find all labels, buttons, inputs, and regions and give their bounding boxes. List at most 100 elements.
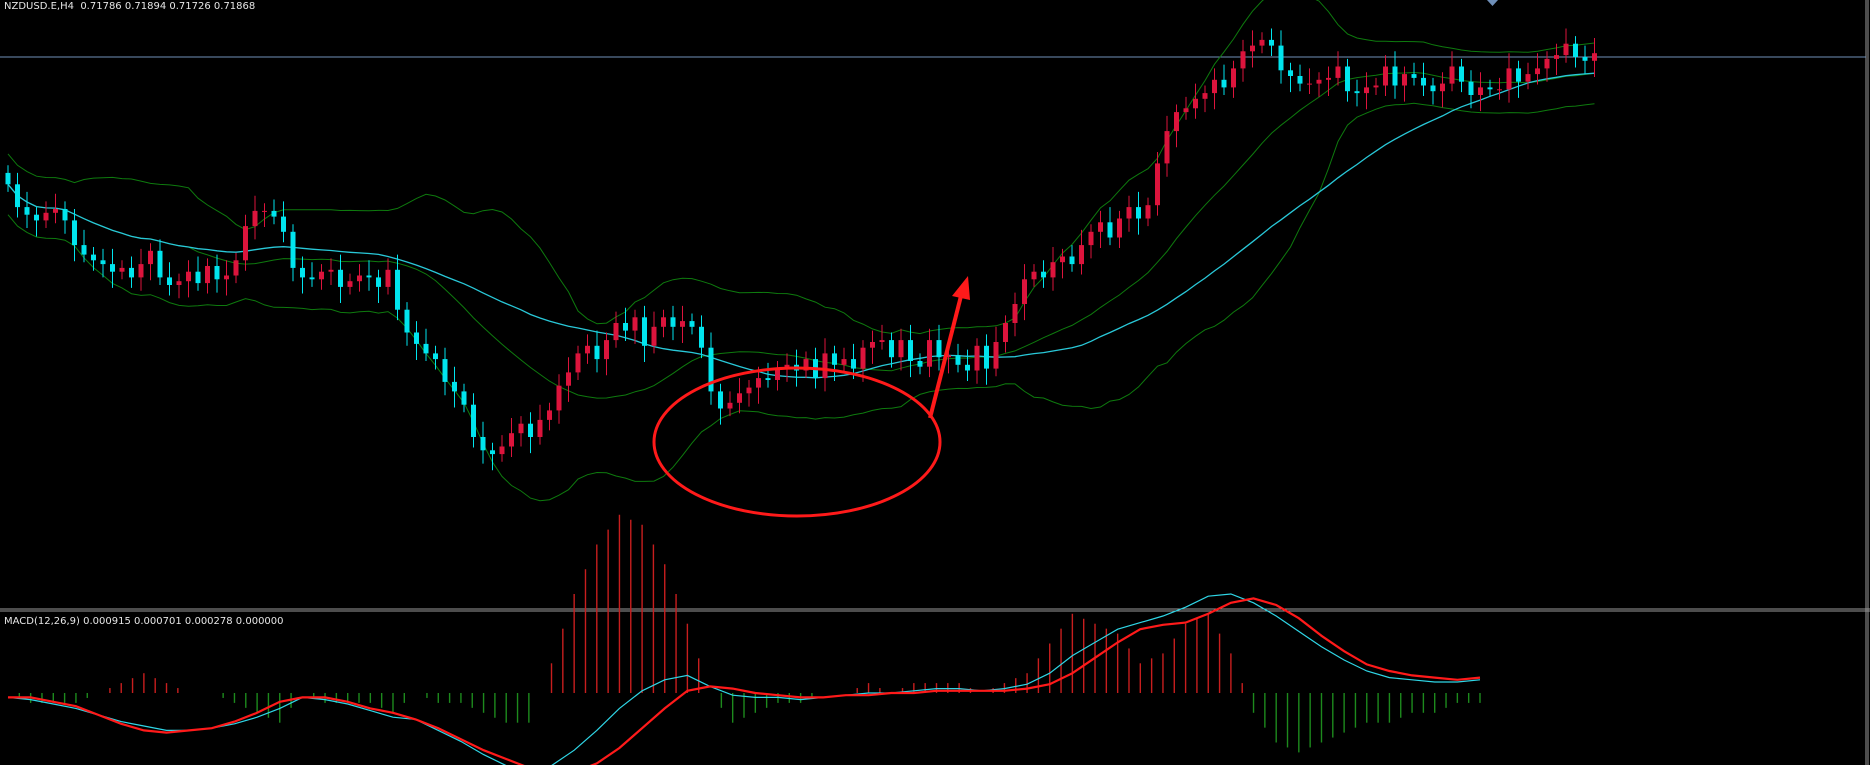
bearish-candle: [281, 216, 286, 232]
bullish-candle: [566, 372, 571, 386]
bearish-candle: [1459, 66, 1464, 82]
bearish-candle: [851, 359, 856, 369]
bearish-candle: [338, 269, 343, 287]
bullish-candle: [974, 345, 980, 371]
bullish-candle: [1383, 66, 1388, 86]
bearish-candle: [62, 209, 68, 221]
bearish-candle: [1421, 77, 1426, 86]
bearish-candle: [129, 267, 134, 278]
bullish-candle: [946, 355, 951, 358]
bullish-candle: [803, 359, 809, 371]
bullish-candle: [1478, 87, 1483, 95]
bullish-candle: [822, 353, 828, 379]
bearish-candle: [5, 172, 11, 185]
bearish-candle: [423, 343, 429, 354]
bullish-candle: [319, 271, 324, 280]
bullish-candle: [1250, 45, 1255, 52]
bullish-candle: [347, 281, 353, 287]
bullish-candle: [1449, 66, 1455, 84]
bearish-candle: [461, 391, 467, 405]
bullish-candle: [1155, 163, 1160, 206]
bearish-candle: [1269, 39, 1274, 46]
bearish-candle: [100, 260, 106, 265]
bullish-candle: [1497, 89, 1502, 91]
bearish-candle: [290, 231, 296, 268]
moving-average-line: [7, 72, 1595, 379]
bullish-candle: [870, 342, 875, 348]
bearish-candle: [300, 267, 305, 278]
bullish-candle: [1060, 256, 1065, 263]
bearish-candle: [91, 254, 96, 261]
bearish-candle: [1487, 87, 1493, 90]
chart-shift-marker: [1487, 0, 1498, 6]
bearish-candle: [24, 207, 30, 215]
bearish-candle: [110, 264, 115, 272]
bullish-candle: [1050, 262, 1056, 278]
bearish-candle: [936, 340, 942, 358]
bearish-candle: [404, 309, 410, 333]
bearish-candle: [594, 345, 600, 360]
bullish-candle: [1117, 218, 1122, 238]
bullish-candle: [43, 212, 49, 221]
bullish-candle: [1031, 271, 1037, 280]
bearish-candle: [195, 271, 201, 284]
bollinger-middle-band: [7, 71, 1595, 399]
bearish-candle: [1041, 271, 1046, 278]
bullish-candle: [1126, 207, 1132, 219]
macd-signal-line: [8, 597, 1481, 765]
bearish-candle: [718, 391, 723, 409]
bullish-candle: [927, 340, 932, 367]
bearish-candle: [1221, 79, 1227, 88]
bullish-candle: [1003, 323, 1008, 342]
bullish-candle: [148, 250, 153, 265]
bearish-candle: [157, 250, 163, 278]
bullish-candle: [119, 267, 125, 272]
bearish-candle: [471, 404, 476, 437]
bullish-candle: [1145, 205, 1151, 219]
bullish-candle: [1307, 83, 1312, 85]
bullish-candle: [1231, 68, 1236, 88]
bullish-candle: [613, 323, 619, 341]
bearish-candle: [34, 214, 39, 221]
bullish-candle: [1535, 68, 1540, 75]
bearish-candle: [1107, 222, 1113, 238]
bearish-candle: [271, 210, 277, 217]
bullish-candle: [547, 410, 552, 420]
bullish-candle: [1506, 68, 1512, 90]
bearish-candle: [965, 364, 970, 371]
bearish-candle: [1573, 43, 1578, 57]
bearish-candle: [1468, 81, 1474, 95]
bearish-candle: [984, 345, 989, 369]
bullish-candle: [1544, 58, 1550, 69]
bearish-candle: [167, 277, 172, 285]
bearish-candle: [376, 277, 381, 287]
bearish-candle: [689, 321, 695, 327]
bullish-candle: [680, 321, 685, 327]
bullish-candle: [252, 210, 258, 227]
bearish-candle: [1430, 85, 1436, 92]
bullish-candle: [1079, 245, 1084, 265]
bullish-candle: [1592, 53, 1597, 61]
bullish-candle: [1373, 85, 1379, 88]
bearish-candle: [395, 269, 400, 310]
bearish-candle: [480, 437, 486, 451]
bullish-candle: [1525, 74, 1531, 82]
bearish-candle: [1288, 70, 1293, 76]
bullish-candle: [1088, 231, 1094, 246]
bearish-candle: [1354, 91, 1360, 94]
bearish-candle: [765, 378, 771, 380]
bullish-candle: [1316, 79, 1322, 84]
bullish-candle: [1563, 43, 1569, 56]
bearish-candle: [889, 340, 894, 358]
bullish-candle: [1212, 79, 1217, 94]
bearish-candle: [1069, 256, 1075, 265]
bullish-candle: [575, 353, 581, 373]
bullish-candle: [775, 368, 780, 380]
bullish-candle: [186, 271, 191, 282]
bearish-candle: [708, 347, 714, 392]
bullish-candle: [556, 385, 562, 411]
bearish-candle: [81, 245, 87, 255]
bullish-candle: [1174, 112, 1179, 132]
